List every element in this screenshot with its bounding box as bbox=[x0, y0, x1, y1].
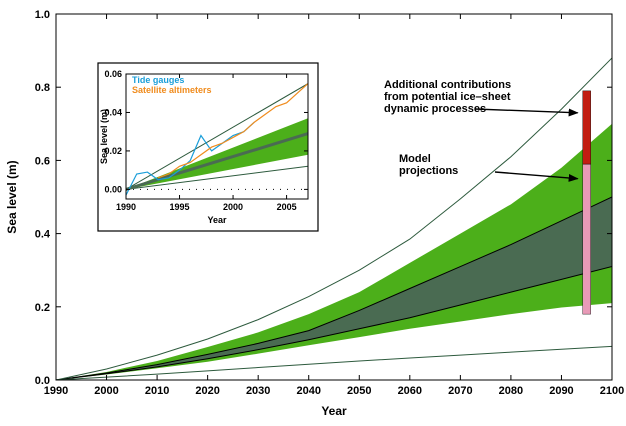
y-tick-label: 0.6 bbox=[35, 155, 50, 167]
x-tick-label: 2000 bbox=[94, 385, 118, 397]
plot-clip-group bbox=[56, 57, 612, 380]
inset-y-tick-label: 0.04 bbox=[104, 107, 122, 117]
inset-series-satellite-altimeters bbox=[157, 83, 308, 179]
x-tick-label: 1990 bbox=[44, 385, 68, 397]
inset-clip-group bbox=[126, 83, 308, 196]
inset-plot-area: 1990 1995 2000 2005 0.00 0.02 0.04 0.06 Year Sea … bbox=[97, 62, 319, 232]
inset-y-axis-title: Sea level (m) bbox=[99, 109, 109, 164]
inset-legend-entry: Satellite altimeters bbox=[132, 85, 212, 95]
inset-upper-line bbox=[126, 83, 308, 190]
inset-lower-line bbox=[126, 165, 308, 190]
x-tick-label: 2040 bbox=[296, 385, 320, 397]
inset-x-tick-label: 1990 bbox=[116, 202, 136, 212]
inset-x-tick-label: 2000 bbox=[223, 202, 243, 212]
inset-frame bbox=[125, 73, 309, 200]
inset-projection-band bbox=[126, 118, 308, 190]
ice-sheet-contribution-bar bbox=[582, 90, 591, 165]
projection-band-outer-range bbox=[56, 123, 612, 380]
inset-series-tide-gauges bbox=[126, 121, 255, 196]
y-tick-label: 1.0 bbox=[35, 9, 50, 21]
inset-y-tick-label: 0.00 bbox=[104, 184, 122, 194]
inset-y-tick-label: 0.02 bbox=[104, 146, 122, 156]
model-projection-bar bbox=[582, 163, 591, 315]
annotation-text: dynamic processes bbox=[384, 103, 486, 115]
y-tick-label: 0.0 bbox=[35, 375, 50, 387]
x-tick-label: 2060 bbox=[398, 385, 422, 397]
plot-frame bbox=[55, 13, 613, 381]
inner-band-upper-edge bbox=[56, 196, 612, 380]
projection-band-inner-range bbox=[56, 197, 612, 380]
annotation-arrow bbox=[494, 171, 579, 182]
x-tick-label: 2080 bbox=[499, 385, 523, 397]
y-tick-label: 0.8 bbox=[35, 82, 50, 94]
envelope-line-lower-envelope bbox=[56, 345, 612, 380]
x-tick-label: 2050 bbox=[347, 385, 371, 397]
y-tick-label: 0.4 bbox=[35, 229, 51, 241]
inset-central-line bbox=[126, 132, 308, 191]
inset-y-tick-label: 0.06 bbox=[104, 69, 122, 79]
inset-legend-entry: Tide gauges bbox=[132, 75, 184, 85]
annotation-text: Additional contributions bbox=[384, 79, 511, 91]
annotation-arrow bbox=[474, 108, 579, 117]
inset-x-tick-label: 1995 bbox=[170, 202, 190, 212]
inset-x-axis-title: Year bbox=[207, 215, 227, 225]
y-axis-title: Sea level (m) bbox=[5, 160, 19, 233]
annotation-text: projections bbox=[399, 165, 458, 177]
x-tick-label: 2100 bbox=[600, 385, 624, 397]
annotation-text: Model bbox=[399, 153, 431, 165]
x-axis-title: Year bbox=[321, 404, 347, 418]
x-tick-label: 2020 bbox=[195, 385, 219, 397]
x-tick-label: 2010 bbox=[145, 385, 169, 397]
x-tick-label: 2030 bbox=[246, 385, 270, 397]
y-tick-label: 0.2 bbox=[35, 302, 50, 314]
inner-band-lower-edge bbox=[56, 266, 612, 380]
inset-x-tick-label: 2005 bbox=[277, 202, 297, 212]
x-tick-label: 2090 bbox=[549, 385, 573, 397]
envelope-line-upper-envelope bbox=[56, 57, 612, 380]
annotation-text: from potential ice–sheet bbox=[384, 91, 511, 103]
x-tick-label: 2070 bbox=[448, 385, 472, 397]
